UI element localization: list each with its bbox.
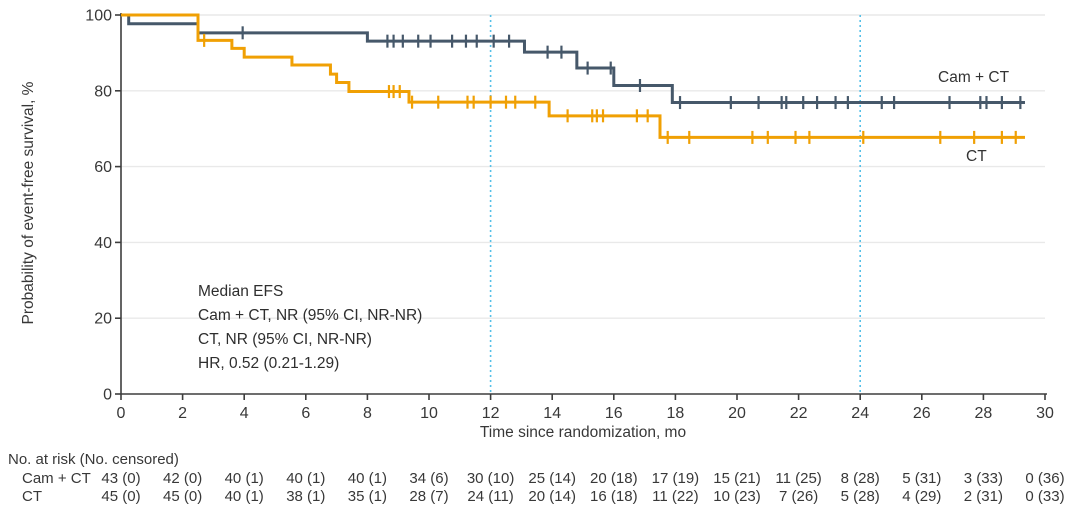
series-curve-cam-ct (121, 13, 1025, 105)
y-tick-label: 100 (85, 8, 112, 25)
risk-cell: 28 (7) (409, 488, 449, 505)
y-tick-label: 60 (94, 159, 112, 176)
series-label-cam-ct: Cam + CT (938, 69, 1010, 86)
x-tick-label: 30 (1036, 405, 1054, 422)
x-tick-label: 22 (790, 405, 808, 422)
risk-cell: 34 (6) (409, 470, 449, 487)
risk-cell: 7 (26) (779, 488, 819, 505)
x-tick-label: 6 (301, 405, 310, 422)
risk-cell: 35 (1) (347, 488, 387, 505)
risk-cell: 8 (28) (840, 470, 880, 487)
gridlines (121, 14, 1045, 319)
risk-cell: 38 (1) (286, 488, 326, 505)
x-tick-label: 18 (667, 405, 685, 422)
risk-cell: 2 (31) (963, 488, 1003, 505)
risk-cell: 20 (18) (590, 470, 638, 487)
risk-cell: 24 (11) (467, 488, 514, 505)
risk-cell: 0 (33) (1025, 488, 1065, 505)
risk-table-title: No. at risk (No. censored) (8, 451, 179, 468)
x-tick-label: 14 (543, 405, 561, 422)
risk-cell: 16 (18) (590, 488, 638, 505)
censor-marks-ct (203, 33, 1017, 144)
risk-cell: 3 (33) (963, 470, 1003, 487)
series-label-ct: CT (966, 148, 987, 165)
risk-cell: 0 (36) (1025, 470, 1065, 487)
x-tick-label: 16 (605, 405, 623, 422)
y-axis-title: Probability of event-free survival, % (20, 81, 37, 325)
risk-cell: 17 (19) (651, 470, 700, 487)
risk-cell: 25 (14) (528, 470, 576, 487)
risk-cell: 40 (1) (224, 470, 264, 487)
risk-cell: 40 (1) (347, 470, 387, 487)
annotation-hazard-ratio: HR, 0.52 (0.21-1.29) (198, 355, 340, 372)
x-axis-title: Time since randomization, mo (479, 424, 687, 441)
x-tick-label: 26 (913, 405, 931, 422)
risk-cell: 5 (28) (840, 488, 880, 505)
x-tick-label: 24 (851, 405, 869, 422)
y-tick-label: 0 (103, 387, 112, 404)
risk-cell: 4 (29) (902, 488, 942, 505)
risk-cell: 11 (25) (775, 470, 822, 487)
risk-cell: 43 (0) (101, 470, 141, 487)
risk-cell: 11 (22) (652, 488, 699, 505)
risk-cell: 40 (1) (286, 470, 326, 487)
x-tick-label: 4 (240, 405, 249, 422)
annotation-cam-ct: Cam + CT, NR (95% CI, NR-NR) (198, 307, 423, 324)
risk-row-label-cam-ct: Cam + CT (22, 470, 91, 487)
y-tick-label: 40 (94, 235, 112, 252)
x-tick-label: 0 (117, 405, 126, 422)
risk-cell: 45 (0) (163, 488, 203, 505)
x-tick-label: 8 (363, 405, 372, 422)
annotation-median-efs: Median EFS (198, 283, 284, 300)
risk-cell: 42 (0) (163, 470, 203, 487)
x-tick-label: 10 (420, 405, 438, 422)
x-tick-label: 12 (482, 405, 500, 422)
axes (115, 13, 1047, 400)
series-curve-ct (121, 13, 1025, 139)
risk-cell: 5 (31) (902, 470, 942, 487)
x-tick-labels: 0 2 4 6 8 10 12 14 16 18 20 22 24 26 28 30 (117, 405, 1054, 422)
median-efs-annotation: Median EFS Cam + CT, NR (95% CI, NR-NR) … (198, 280, 422, 376)
risk-cell: 20 (14) (528, 488, 576, 505)
risk-cell: 15 (21) (713, 470, 761, 487)
risk-cell: 40 (1) (224, 488, 264, 505)
x-tick-label: 2 (178, 405, 187, 422)
censor-marks-cam-ct (241, 26, 1022, 110)
risk-cell: 30 (10) (466, 470, 515, 487)
risk-row-label-ct: CT (22, 488, 42, 505)
risk-cell: 45 (0) (101, 488, 141, 505)
y-tick-labels: 0 20 40 60 80 100 (85, 8, 112, 404)
x-tick-label: 28 (975, 405, 993, 422)
x-tick-label: 20 (728, 405, 746, 422)
y-tick-label: 80 (94, 83, 112, 100)
annotation-ct: CT, NR (95% CI, NR-NR) (198, 331, 372, 348)
y-tick-label: 20 (94, 311, 112, 328)
risk-cell: 10 (23) (713, 488, 761, 505)
